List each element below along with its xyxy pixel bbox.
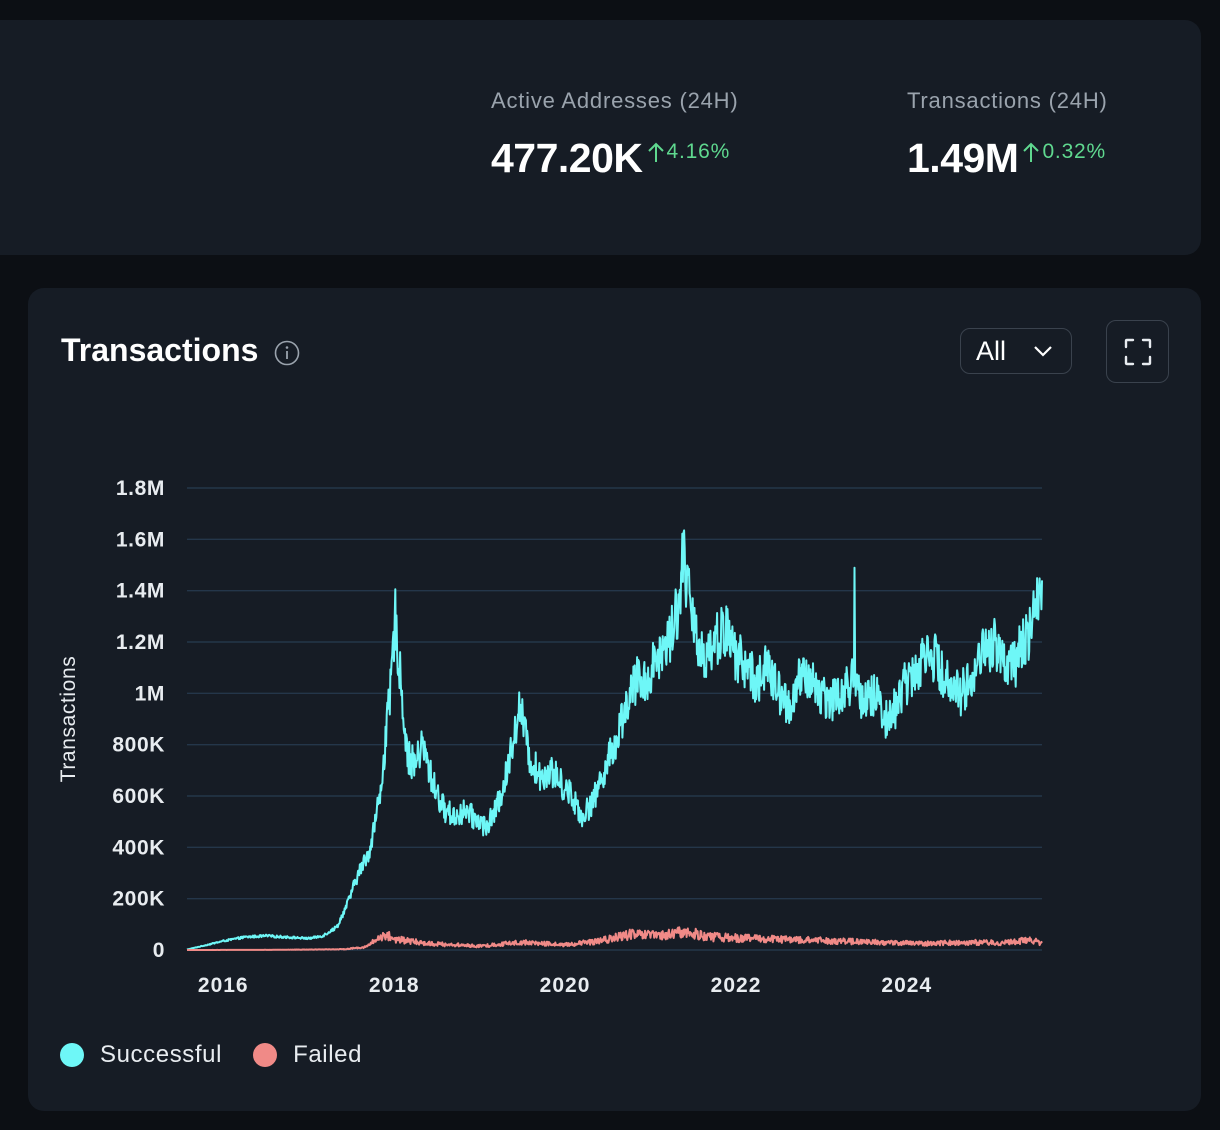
y-tick-label: 600K <box>112 785 165 808</box>
range-select-value: All <box>976 335 1007 366</box>
arrow-up-icon <box>647 142 664 162</box>
stat-active-addresses: Active Addresses (24H) 477.20K 4.16% <box>491 88 738 180</box>
x-tick-label: 2020 <box>540 974 591 997</box>
x-tick-label: 2024 <box>881 974 932 997</box>
chart-legend: Successful Failed <box>60 1041 393 1069</box>
x-tick-label: 2016 <box>198 974 249 997</box>
y-tick-label: 800K <box>112 734 165 757</box>
legend-dot-successful <box>60 1043 84 1067</box>
arrow-up-icon <box>1023 142 1040 162</box>
y-axis-title: Transactions <box>57 656 80 783</box>
stat-value: 1.49M <box>907 135 1019 181</box>
stat-change-value: 0.32% <box>1042 140 1106 163</box>
y-tick-label: 1M <box>135 682 165 705</box>
legend-label: Failed <box>293 1041 363 1068</box>
legend-item-failed[interactable]: Failed <box>253 1041 362 1069</box>
legend-dot-failed <box>253 1043 278 1067</box>
stats-card: Active Addresses (24H) 477.20K 4.16% Tra… <box>0 20 1201 255</box>
y-tick-label: 200K <box>112 888 165 911</box>
series-line-successful <box>186 529 1043 951</box>
fullscreen-button[interactable] <box>1106 320 1169 383</box>
transactions-chart: 0 200K 400K 600K 800K 1M 1.2M 1.4M 1.6M 1.8M 2016 2… <box>57 477 1043 997</box>
chart-title: Transactions <box>61 332 259 368</box>
chevron-down-icon <box>1034 346 1052 357</box>
stat-transactions: Transactions (24H) 1.49M 0.32% <box>907 88 1108 180</box>
x-tick-label: 2022 <box>711 974 762 997</box>
fullscreen-icon <box>1124 338 1151 365</box>
stat-change-value: 4.16% <box>666 140 731 163</box>
stat-label: Transactions (24H) <box>907 88 1108 113</box>
legend-label: Successful <box>100 1041 223 1068</box>
range-select[interactable]: All <box>960 328 1072 374</box>
y-tick-label: 0 <box>153 939 165 962</box>
info-icon[interactable] <box>274 340 300 366</box>
y-tick-label: 400K <box>112 836 165 859</box>
legend-item-successful[interactable]: Successful <box>60 1041 222 1069</box>
stat-label: Active Addresses (24H) <box>491 88 739 113</box>
y-tick-label: 1.6M <box>116 528 165 551</box>
stat-change: 4.16% <box>647 140 731 164</box>
stat-change: 0.32% <box>1022 140 1106 164</box>
y-tick-label: 1.8M <box>116 477 165 500</box>
stat-value: 477.20K <box>491 135 643 181</box>
x-tick-label: 2018 <box>369 974 420 997</box>
y-tick-label: 1.4M <box>116 580 165 603</box>
series-line-failed <box>186 926 1043 951</box>
transactions-chart-card: 0 200K 400K 600K 800K 1M 1.2M 1.4M 1.6M 1.8M 2016 2… <box>28 288 1201 1111</box>
y-tick-label: 1.2M <box>116 631 165 654</box>
